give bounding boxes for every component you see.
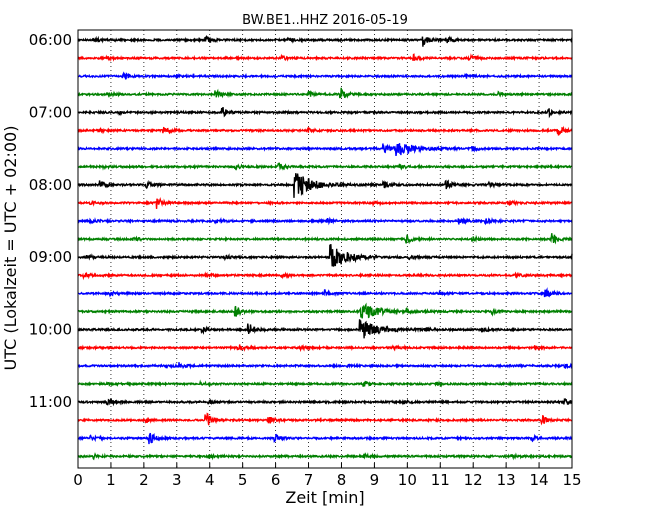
trace-0830: [77, 216, 573, 226]
x-tick-label: 1: [106, 471, 116, 489]
x-tick-label: 9: [370, 471, 380, 489]
trace-1045: [77, 379, 573, 388]
y-tick-label: 10:00: [29, 321, 72, 339]
x-tick-label: 6: [271, 471, 281, 489]
trace-1030: [77, 362, 573, 370]
x-tick-label: 3: [172, 471, 182, 489]
x-tick-label: 8: [337, 471, 347, 489]
x-tick-label: 2: [139, 471, 149, 489]
trace-0615: [77, 53, 573, 62]
x-tick-label: 4: [205, 471, 215, 489]
y-tick-label: 07:00: [29, 103, 72, 121]
trace-0815: [77, 197, 573, 209]
trace-0700: [77, 106, 573, 119]
x-tick-label: 14: [530, 471, 549, 489]
x-tick-label: 10: [398, 471, 417, 489]
x-tick-label: 13: [497, 471, 516, 489]
y-tick-label: 09:00: [29, 248, 72, 266]
trace-0945: [77, 302, 573, 319]
trace-1115: [77, 412, 572, 426]
traces: [77, 34, 573, 461]
trace-1000: [77, 319, 573, 339]
trace-1130: [77, 432, 573, 445]
y-axis-label: UTC (Lokalzeit = UTC + 02:00): [1, 126, 20, 371]
trace-1015: [77, 343, 573, 353]
trace-0645: [77, 87, 573, 99]
x-tick-label: 0: [73, 471, 83, 489]
trace-1145: [77, 452, 573, 461]
x-tick-label: 15: [562, 471, 581, 489]
trace-0730: [77, 143, 573, 156]
chart-title: BW.BE1..HHZ 2016-05-19: [242, 13, 408, 28]
trace-0915: [77, 271, 573, 281]
x-tick-label: 5: [238, 471, 248, 489]
x-tick-label: 7: [304, 471, 314, 489]
trace-0930: [77, 287, 573, 298]
x-tick-label: 11: [431, 471, 450, 489]
trace-0900: [77, 244, 573, 267]
y-tick-label: 08:00: [29, 176, 72, 194]
x-tick-label: 12: [464, 471, 483, 489]
trace-0600: [77, 34, 573, 47]
trace-1100: [77, 397, 573, 407]
trace-0630: [77, 71, 573, 80]
x-axis-label: Zeit [min]: [285, 488, 364, 507]
x-axis: 0 1 2 3 4 5 6 7 8 9 10 11 12 13 14 15: [73, 463, 582, 489]
y-tick-label: 06:00: [29, 31, 72, 49]
trace-0845: [77, 233, 573, 245]
trace-0745: [77, 162, 573, 171]
y-axis: 06:00 07:00 08:00 09:00 10:00 11:00: [29, 31, 572, 411]
trace-0800: [77, 173, 573, 198]
y-tick-label: 11:00: [29, 393, 72, 411]
trace-0715: [77, 125, 573, 136]
plot-frame: [77, 29, 573, 469]
